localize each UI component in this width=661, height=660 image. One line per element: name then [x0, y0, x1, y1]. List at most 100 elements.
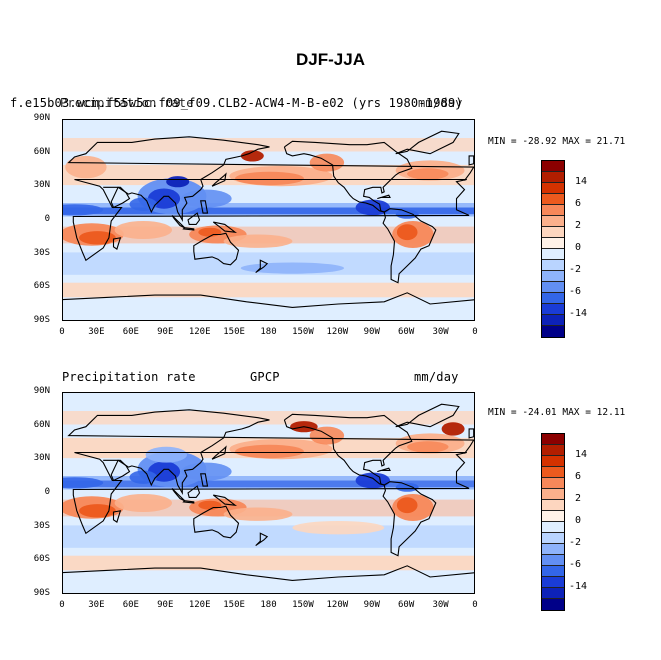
panel2-gpcp-map — [62, 392, 475, 594]
panel1-left-label-b: Precipitation rate — [60, 96, 194, 110]
colorbar-label: -6 — [569, 559, 582, 570]
colorbar-swatch — [542, 271, 564, 282]
colorbar-label: -6 — [569, 286, 582, 297]
lon-tick-label: 90E — [157, 327, 174, 337]
panel2-left-label: Precipitation rate — [62, 370, 196, 384]
colorbar-swatch — [542, 445, 564, 456]
colorbar-swatch — [542, 315, 564, 326]
panel1-left-label-a: f.e15b03.wcm.f55w5c.f09_f09.CLB2-ACW4-M-… — [10, 96, 463, 110]
colorbar-swatch — [542, 555, 564, 566]
contour-field — [63, 393, 474, 593]
lat-tick-label: 90S — [33, 315, 50, 325]
figure-title: DJF-JJA — [296, 50, 365, 69]
colorbar-swatch — [542, 194, 564, 205]
lon-tick-label: 180 — [260, 327, 277, 337]
panel2-right-label: mm/day — [414, 370, 459, 384]
panel2-min-max: MIN = -24.01 MAX = 12.11 — [488, 407, 626, 418]
colorbar-swatch — [542, 172, 564, 183]
lon-tick-label: 60E — [122, 327, 139, 337]
lon-tick-label: 120E — [188, 600, 211, 610]
colorbar-swatch — [542, 282, 564, 293]
lon-tick-label: 90W — [363, 600, 380, 610]
lat-tick-label: 90N — [33, 113, 50, 123]
colorbar-label: 6 — [575, 198, 582, 209]
colorbar-swatch — [542, 304, 564, 315]
lon-tick-label: 150W — [292, 600, 314, 610]
colorbar-label: 14 — [575, 449, 588, 460]
lat-tick-label: 30S — [33, 520, 50, 531]
lon-tick-label: 0 — [59, 600, 65, 610]
colorbar-swatch — [542, 293, 564, 304]
lon-tick-label: 0 — [472, 327, 478, 337]
colorbar-swatch — [542, 456, 564, 467]
lat-tick-label: 0 — [44, 214, 50, 224]
lon-tick-label: 150E — [223, 600, 245, 610]
colorbar-swatch — [542, 522, 564, 533]
lat-tick-label: 60N — [33, 419, 50, 430]
colorbar-swatch — [542, 238, 564, 249]
lon-tick-label: 120W — [326, 327, 349, 337]
lat-tick-label: 0 — [44, 487, 50, 497]
lon-tick-label: 0 — [472, 600, 478, 610]
lat-tick-label: 60N — [33, 146, 50, 157]
colorbar-label: 0 — [575, 515, 582, 526]
colorbar-label: -14 — [569, 308, 588, 319]
colorbar-swatch — [542, 467, 564, 478]
colorbar-label: 14 — [575, 176, 588, 187]
colorbar-label: -2 — [569, 264, 582, 275]
colorbar-label: -14 — [569, 581, 588, 592]
lat-tick-label: 60S — [33, 554, 50, 565]
colorbar-swatch — [542, 577, 564, 588]
colorbar-label: 2 — [575, 493, 582, 504]
panel1-colorbar — [541, 160, 565, 338]
colorbar-swatch — [542, 533, 564, 544]
colorbar-swatch — [542, 183, 564, 194]
lon-tick-label: 30E — [88, 600, 105, 610]
lon-tick-label: 30E — [88, 327, 105, 337]
lat-tick-label: 90N — [33, 386, 50, 396]
lon-tick-label: 60W — [398, 327, 415, 337]
contour-field — [63, 120, 474, 320]
lat-tick-label: 90S — [33, 588, 50, 598]
colorbar-swatch — [542, 489, 564, 500]
panel2-center-label: GPCP — [250, 370, 280, 384]
panel1-right-label-b: mm/day — [418, 96, 463, 110]
colorbar-swatch — [542, 227, 564, 238]
colorbar-swatch — [542, 434, 564, 445]
lon-tick-label: 0 — [59, 327, 65, 337]
colorbar-label: 2 — [575, 220, 582, 231]
colorbar-swatch — [542, 500, 564, 511]
panel2-colorbar — [541, 433, 565, 611]
colorbar-swatch — [542, 249, 564, 260]
colorbar-label: 0 — [575, 242, 582, 253]
colorbar-swatch — [542, 566, 564, 577]
lat-tick-label: 30S — [33, 247, 50, 258]
lon-tick-label: 120E — [188, 327, 211, 337]
lat-tick-label: 30N — [33, 453, 50, 464]
lon-tick-label: 120W — [326, 600, 349, 610]
lon-tick-label: 150E — [223, 327, 245, 337]
colorbar-swatch — [542, 216, 564, 227]
lon-tick-label: 180 — [260, 600, 277, 610]
panel1-min-max: MIN = -28.92 MAX = 21.71 — [488, 136, 626, 147]
lon-tick-label: 60E — [122, 600, 139, 610]
lon-tick-label: 60W — [398, 600, 415, 610]
colorbar-swatch — [542, 588, 564, 599]
lon-tick-label: 90W — [363, 327, 380, 337]
colorbar-swatch — [542, 205, 564, 216]
colorbar-swatch — [542, 478, 564, 489]
lon-tick-label: 30W — [432, 600, 449, 610]
lon-tick-label: 90E — [157, 600, 174, 610]
colorbar-swatch — [542, 511, 564, 522]
panel1-model-map — [62, 119, 475, 321]
lat-tick-label: 60S — [33, 281, 50, 292]
colorbar-label: -2 — [569, 537, 582, 548]
colorbar-swatch — [542, 260, 564, 271]
colorbar-swatch — [542, 326, 564, 337]
colorbar-label: 6 — [575, 471, 582, 482]
colorbar-swatch — [542, 599, 564, 610]
lon-tick-label: 30W — [432, 327, 449, 337]
lon-tick-label: 150W — [292, 327, 314, 337]
colorbar-swatch — [542, 161, 564, 172]
colorbar-swatch — [542, 544, 564, 555]
